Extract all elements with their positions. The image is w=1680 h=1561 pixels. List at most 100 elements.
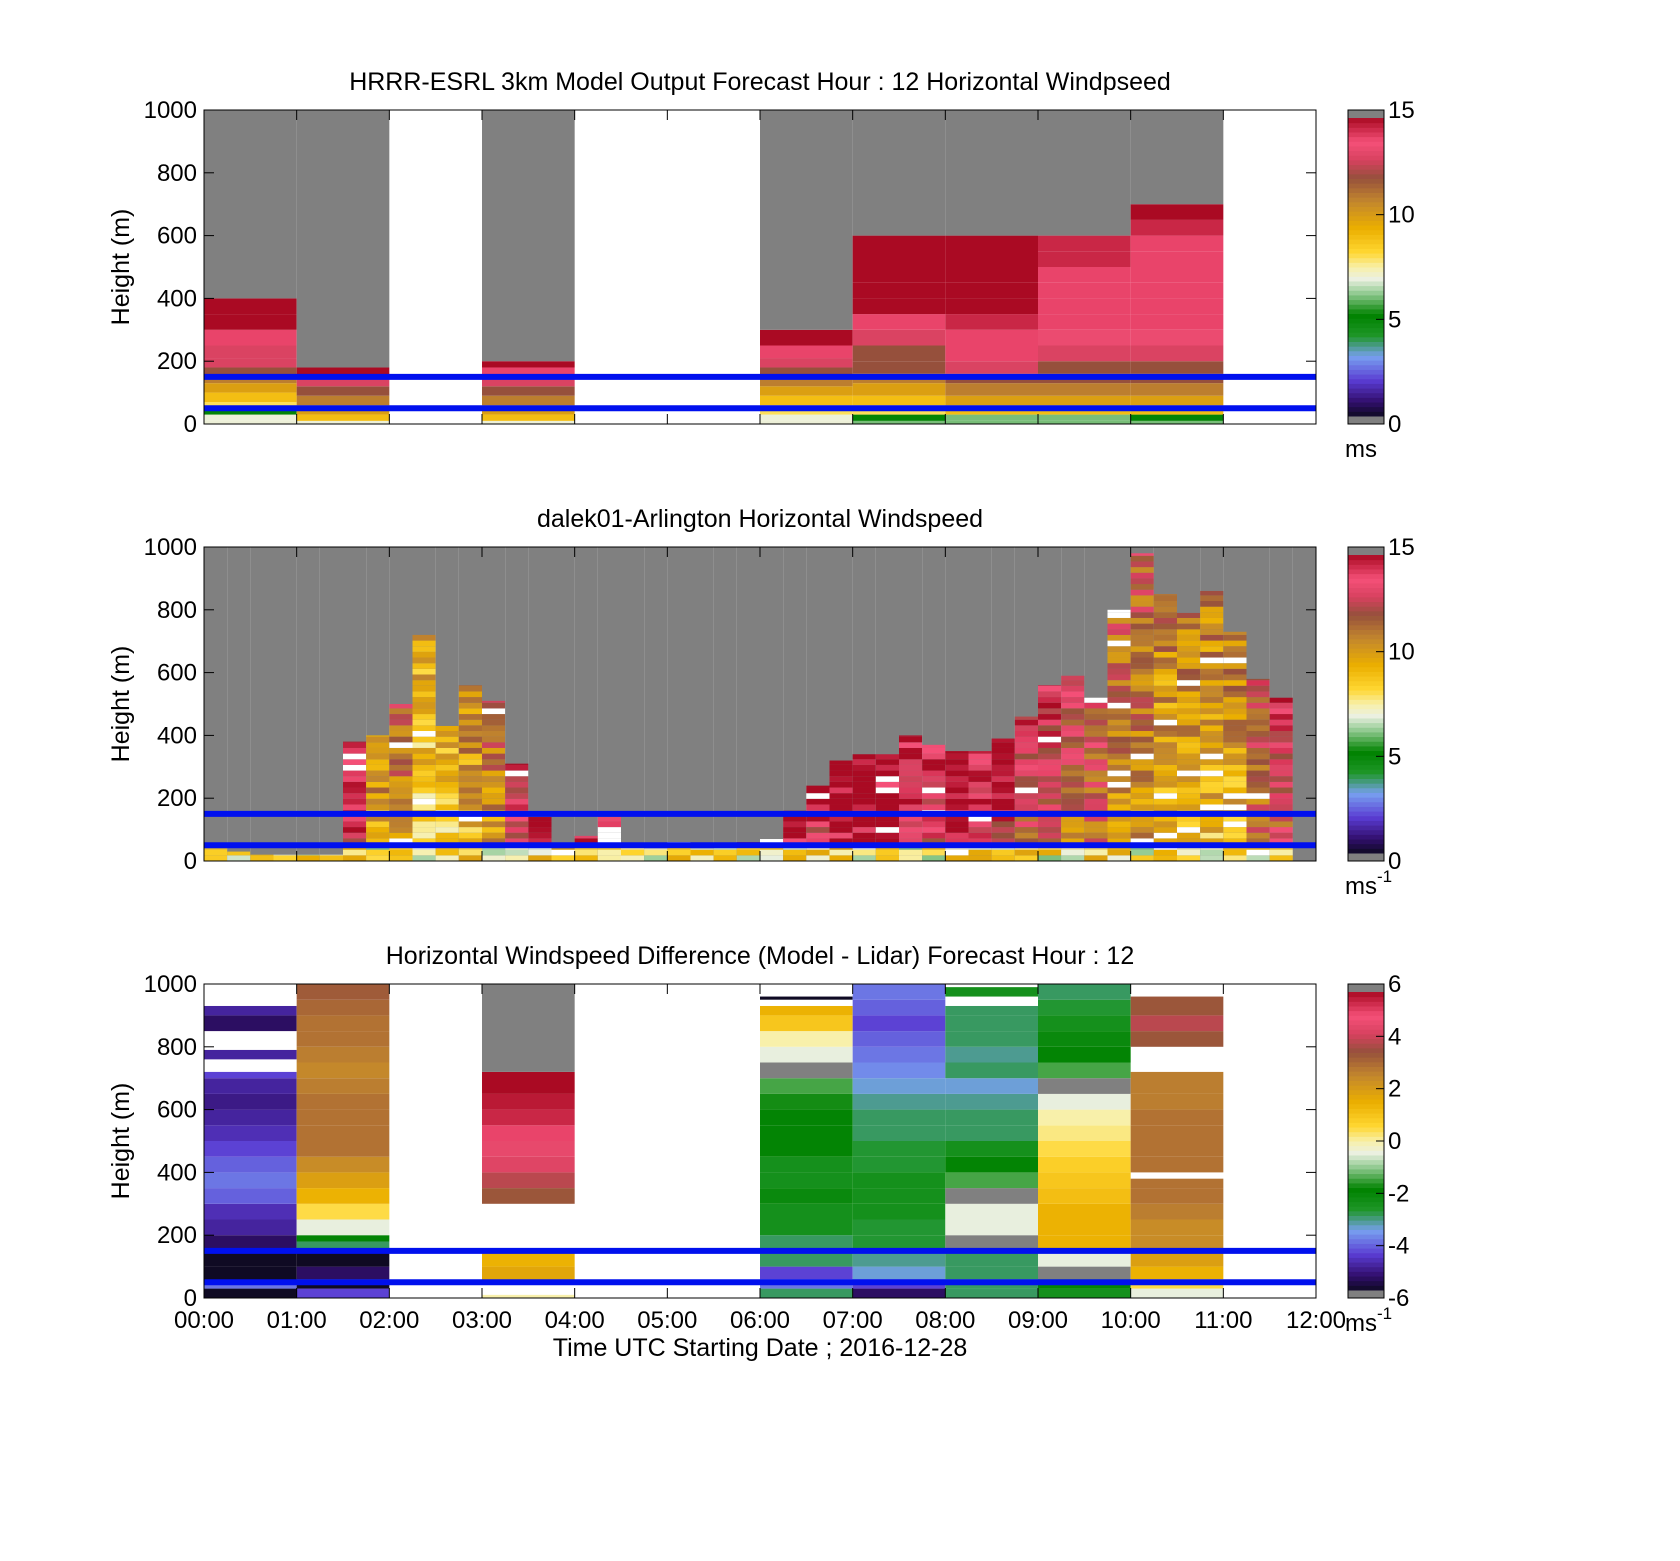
- heatmap-cell: [435, 742, 459, 748]
- heatmap-cell: [945, 793, 969, 799]
- colorbar-swatch: [1348, 141, 1384, 147]
- heatmap-cell: [783, 832, 807, 839]
- colorbar-swatch: [1348, 1071, 1384, 1077]
- x-tick-label: 09:00: [1008, 1307, 1068, 1334]
- heatmap-cell: [1130, 770, 1154, 777]
- heatmap-cell: [366, 742, 390, 748]
- colorbar-swatch: [1348, 1061, 1384, 1067]
- heatmap-cell: [1200, 764, 1224, 771]
- colorbar-swatch: [1348, 280, 1384, 287]
- colorbar-swatch: [1348, 825, 1384, 831]
- heatmap-cell: [1107, 793, 1131, 799]
- heatmap-cell: [1084, 781, 1108, 788]
- heatmap-cell: [1153, 753, 1177, 760]
- panel-3: Horizontal Windspeed Difference (Model -…: [107, 942, 1409, 1362]
- heatmap-cell: [1153, 731, 1177, 737]
- heatmap-cell: [1223, 781, 1247, 788]
- heatmap-cell: [945, 1015, 1038, 1032]
- heatmap-cell: [945, 110, 1038, 236]
- heatmap-cell: [1130, 827, 1154, 833]
- heatmap-cell: [1107, 680, 1131, 686]
- heatmap-cell: [1107, 753, 1131, 760]
- heatmap-cell: [1130, 759, 1154, 765]
- colorbar-swatch: [1348, 1187, 1384, 1193]
- heatmap-cell: [1269, 832, 1293, 839]
- heatmap-cell: [922, 804, 946, 811]
- chart-title: HRRR-ESRL 3km Model Output Forecast Hour…: [349, 68, 1171, 96]
- colorbar-swatch: [1348, 136, 1384, 142]
- heatmap-cell: [389, 753, 413, 760]
- heatmap-cell: [435, 759, 459, 765]
- heatmap-cell: [1130, 663, 1154, 669]
- heatmap-cell: [1038, 787, 1062, 794]
- heatmap-cell: [1107, 708, 1131, 715]
- heatmap-cell: [1084, 764, 1108, 771]
- heatmap-cell: [667, 849, 691, 856]
- heatmap-cell: [760, 110, 853, 330]
- colorbar-swatch: [1348, 741, 1384, 747]
- colorbar-swatch: [1348, 220, 1384, 226]
- heatmap-cell: [1269, 753, 1293, 760]
- heatmap-cell: [945, 764, 969, 771]
- heatmap-cell: [1038, 345, 1131, 362]
- heatmap-cell: [1246, 855, 1270, 861]
- y-tick-label: 200: [157, 785, 197, 812]
- heatmap-cell: [1246, 815, 1270, 822]
- heatmap-cell: [1223, 646, 1247, 652]
- heatmap-cell: [412, 742, 436, 748]
- heatmap-cell: [389, 787, 413, 794]
- heatmap-cell: [945, 361, 1038, 374]
- heatmap-cell: [1153, 595, 1177, 602]
- x-tick-label: 10:00: [1101, 1307, 1161, 1334]
- heatmap-cell: [899, 781, 923, 788]
- heatmap-cell: [435, 821, 459, 828]
- heatmap-cell: [760, 1188, 853, 1204]
- heatmap-cell: [319, 855, 343, 861]
- heatmap-cell: [204, 1282, 297, 1289]
- colorbar-swatch: [1348, 1075, 1384, 1081]
- heatmap-cell: [1038, 282, 1131, 299]
- heatmap-cell: [875, 815, 899, 822]
- colorbar-swatch: [1348, 234, 1384, 240]
- heatmap-cell: [1153, 821, 1177, 828]
- colorbar-swatch: [1348, 601, 1384, 607]
- heatmap-cell: [296, 1188, 390, 1204]
- heatmap-cell: [597, 821, 621, 828]
- heatmap-cell: [296, 984, 390, 1000]
- heatmap-cell: [482, 376, 575, 387]
- heatmap-cell: [458, 697, 482, 703]
- heatmap-cell: [1084, 804, 1108, 811]
- heatmap-cell: [1084, 821, 1108, 828]
- heatmap-cell: [412, 680, 436, 686]
- heatmap-cell: [829, 832, 853, 839]
- heatmap-cell: [1269, 804, 1293, 811]
- heatmap-cell: [482, 770, 506, 777]
- heatmap-cell: [435, 764, 459, 771]
- heatmap-cell: [1130, 361, 1224, 374]
- heatmap-cell: [1130, 1235, 1224, 1251]
- heatmap-cell: [435, 793, 459, 799]
- colorbar-tick-label: -2: [1388, 1180, 1409, 1207]
- heatmap-cell: [296, 1203, 390, 1220]
- y-tick-label: 600: [157, 1097, 197, 1124]
- heatmap-cell: [991, 832, 1015, 839]
- heatmap-cell: [389, 714, 413, 720]
- heatmap-cell: [1014, 787, 1038, 794]
- heatmap-cell: [389, 747, 413, 754]
- heatmap-cell: [1200, 804, 1224, 811]
- heatmap-cell: [1246, 787, 1270, 794]
- colorbar-swatch: [1348, 690, 1384, 696]
- y-tick-label: 800: [157, 1034, 197, 1061]
- heatmap-cell: [644, 547, 668, 861]
- colorbar-swatch: [1348, 783, 1384, 789]
- heatmap-cell: [389, 719, 413, 726]
- heatmap-cell: [1130, 719, 1154, 726]
- heatmap-cell: [852, 235, 946, 267]
- heatmap-cell: [1200, 606, 1224, 613]
- heatmap-cell: [1107, 781, 1131, 788]
- y-axis-label: Height (m): [107, 209, 135, 326]
- heatmap-cell: [458, 747, 482, 754]
- heatmap-cell: [1130, 314, 1224, 330]
- heatmap-cell: [991, 804, 1015, 811]
- heatmap-cell: [366, 798, 390, 805]
